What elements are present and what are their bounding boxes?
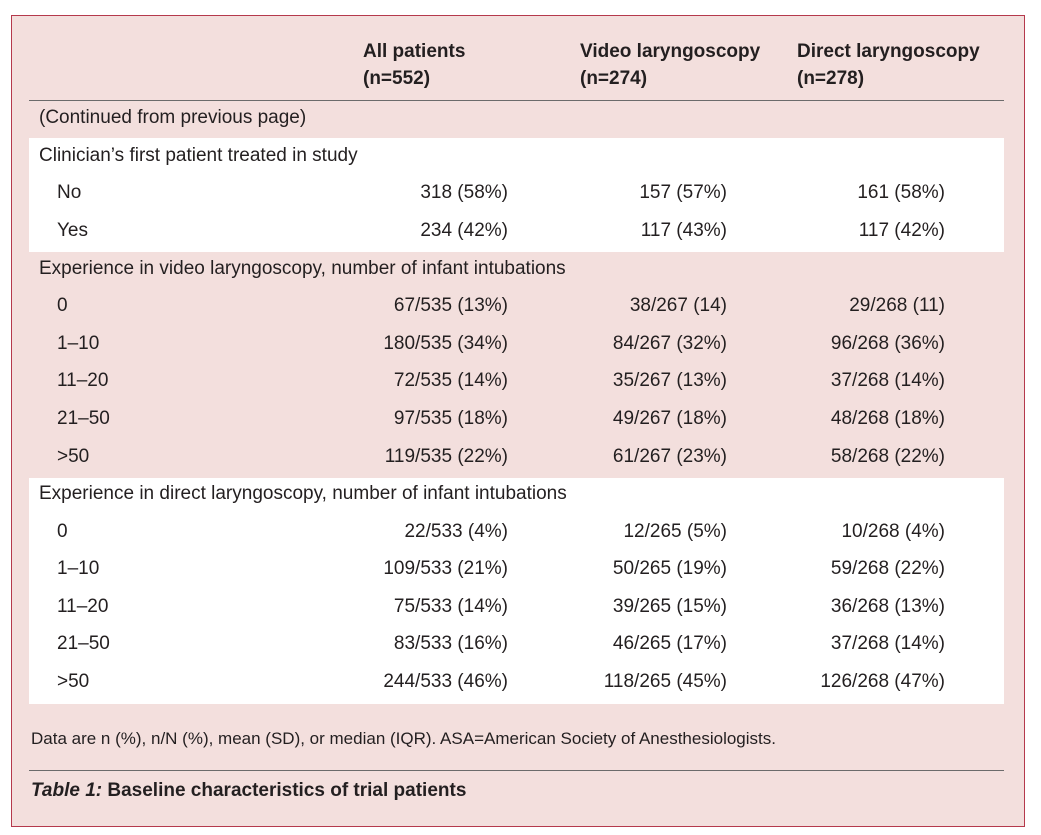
caption-label: Table 1: [31, 780, 103, 801]
table-row: 1–10 180/535 (34%) 84/267 (32%) 96/268 (… [29, 327, 1004, 364]
header-rule [29, 100, 1004, 101]
cell-direct: 161 (58%) [857, 182, 945, 203]
cell-all: 318 (58%) [420, 182, 508, 203]
cell-direct: 117 (42%) [858, 220, 945, 241]
table-row: No 318 (58%) 157 (57%) 161 (58%) [29, 176, 1004, 213]
cell-direct: 37/268 (14%) [830, 370, 945, 391]
row-label: >50 [57, 446, 90, 467]
cell-all: 234 (42%) [420, 220, 508, 241]
table-caption: Table 1: Baseline characteristics of tri… [31, 780, 466, 802]
cell-video: 49/267 (18%) [612, 408, 727, 429]
cell-all: 75/533 (14%) [393, 596, 508, 617]
cell-all: 22/533 (4%) [404, 521, 508, 542]
section-title-row: Experience in direct laryngoscopy, numbe… [29, 477, 1004, 514]
cell-direct: 29/268 (11) [849, 295, 945, 316]
row-label: 11–20 [57, 596, 109, 617]
cell-all: 109/533 (21%) [383, 558, 508, 579]
row-label: No [57, 182, 82, 203]
cell-all: 97/535 (18%) [393, 408, 508, 429]
cell-video: 84/267 (32%) [612, 333, 727, 354]
table-row: 0 22/533 (4%) 12/265 (5%) 10/268 (4%) [29, 515, 1004, 552]
table-row: >50 244/533 (46%) 118/265 (45%) 126/268 … [29, 665, 1004, 702]
table-row: 11–20 72/535 (14%) 35/267 (13%) 37/268 (… [29, 364, 1004, 401]
row-label: 0 [57, 521, 68, 542]
cell-video: 118/265 (45%) [603, 671, 727, 692]
cell-direct: 96/268 (36%) [830, 333, 945, 354]
table-row: 0 67/535 (13%) 38/267 (14) 29/268 (11) [29, 289, 1004, 326]
cell-video: 35/267 (13%) [612, 370, 727, 391]
table-row: 21–50 83/533 (16%) 46/265 (17%) 37/268 (… [29, 627, 1004, 664]
cell-video: 12/265 (5%) [623, 521, 727, 542]
table-row: 1–10 109/533 (21%) 50/265 (19%) 59/268 (… [29, 552, 1004, 589]
header-direct-laryngoscopy: Direct laryngoscopy (n=278) [797, 41, 980, 89]
row-label: 11–20 [57, 370, 109, 391]
cell-direct: 36/268 (13%) [830, 596, 945, 617]
cell-direct: 126/268 (47%) [820, 671, 945, 692]
continued-label: (Continued from previous page) [39, 107, 307, 128]
cell-direct: 59/268 (22%) [830, 558, 945, 579]
section-band-1 [29, 138, 1004, 252]
cell-direct: 10/268 (4%) [841, 521, 945, 542]
row-label: >50 [57, 671, 90, 692]
cell-direct: 37/268 (14%) [830, 633, 945, 654]
cell-direct: 48/268 (18%) [830, 408, 945, 429]
cell-all: 67/535 (13%) [393, 295, 508, 316]
cell-video: 50/265 (19%) [612, 558, 727, 579]
section-title-row: Clinician’s first patient treated in stu… [29, 139, 1004, 176]
caption-rule [29, 770, 1004, 771]
table-row: 11–20 75/533 (14%) 39/265 (15%) 36/268 (… [29, 590, 1004, 627]
table-row: Yes 234 (42%) 117 (43%) 117 (42%) [29, 214, 1004, 251]
cell-video: 61/267 (23%) [612, 446, 727, 467]
cell-video: 38/267 (14) [629, 295, 727, 316]
table-row: 21–50 97/535 (18%) 49/267 (18%) 48/268 (… [29, 402, 1004, 439]
caption-text: Baseline characteristics of trial patien… [102, 780, 467, 801]
section-title-row: Experience in video laryngoscopy, number… [29, 252, 1004, 289]
header-all-patients: All patients (n=552) [363, 41, 466, 89]
row-label: 0 [57, 295, 68, 316]
row-label: 21–50 [57, 633, 110, 654]
row-label: 1–10 [57, 558, 100, 579]
header-video-laryngoscopy: Video laryngoscopy (n=274) [580, 41, 761, 89]
section-title: Experience in direct laryngoscopy, numbe… [39, 483, 567, 504]
row-label: 1–10 [57, 333, 100, 354]
cell-all: 72/535 (14%) [393, 370, 508, 391]
cell-direct: 58/268 (22%) [830, 446, 945, 467]
table-footnote: Data are n (%), n/N (%), mean (SD), or m… [31, 729, 776, 748]
cell-all: 180/535 (34%) [383, 333, 508, 354]
continued-row: (Continued from previous page) [29, 101, 1004, 138]
cell-video: 117 (43%) [640, 220, 727, 241]
cell-all: 119/535 (22%) [384, 446, 508, 467]
cell-video: 46/265 (17%) [612, 633, 727, 654]
cell-video: 157 (57%) [639, 182, 727, 203]
table-row: >50 119/535 (22%) 61/267 (23%) 58/268 (2… [29, 440, 1004, 477]
cell-video: 39/265 (15%) [612, 596, 727, 617]
cell-all: 83/533 (16%) [393, 633, 508, 654]
section-title: Experience in video laryngoscopy, number… [39, 258, 566, 279]
row-label: Yes [57, 220, 88, 241]
row-label: 21–50 [57, 408, 110, 429]
section-title: Clinician’s first patient treated in stu… [39, 145, 358, 166]
section-band-3 [29, 478, 1004, 704]
cell-all: 244/533 (46%) [383, 671, 508, 692]
